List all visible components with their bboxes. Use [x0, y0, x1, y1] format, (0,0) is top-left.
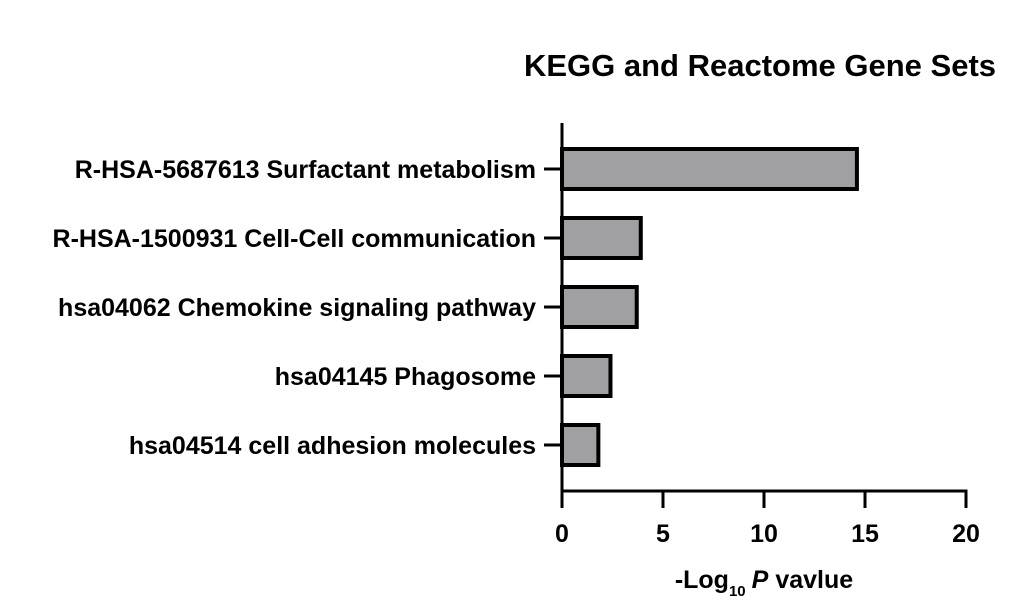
- chart-title: KEGG and Reactome Gene Sets: [524, 48, 996, 83]
- bars-layer: [560, 147, 859, 467]
- x-tick-label-2: 5: [656, 520, 670, 548]
- category-label-5: hsa04514 cell adhesion molecules: [129, 432, 536, 460]
- category-label-1: R-HSA-5687613 Surfactant metabolism: [75, 156, 536, 184]
- axes: [544, 123, 968, 508]
- category-labels: R-HSA-5687613 Surfactant metabolism R-HSA…: [53, 156, 537, 460]
- x-axis-title-prefix: -Log: [675, 566, 729, 594]
- category-label-2: R-HSA-1500931 Cell-Cell communication: [53, 225, 536, 253]
- x-tick-label-1: 0: [555, 520, 569, 548]
- bar-3: [560, 285, 639, 329]
- bar-2: [560, 216, 643, 260]
- x-axis-title-subscript: 10: [729, 583, 746, 600]
- x-axis-title-suffix: vavlue: [775, 566, 853, 594]
- x-tick-labels: 0 5 10 15 20: [555, 520, 980, 548]
- bar-1: [560, 147, 859, 191]
- x-tick-label-5: 20: [952, 520, 980, 548]
- bar-4: [560, 354, 613, 398]
- category-label-4: hsa04145 Phagosome: [275, 363, 536, 391]
- bar-5: [560, 423, 601, 467]
- x-tick-label-4: 15: [851, 520, 879, 548]
- category-label-3: hsa04062 Chemokine signaling pathway: [58, 294, 536, 322]
- x-axis-title-italic: P: [752, 566, 769, 594]
- x-tick-label-3: 10: [750, 520, 778, 548]
